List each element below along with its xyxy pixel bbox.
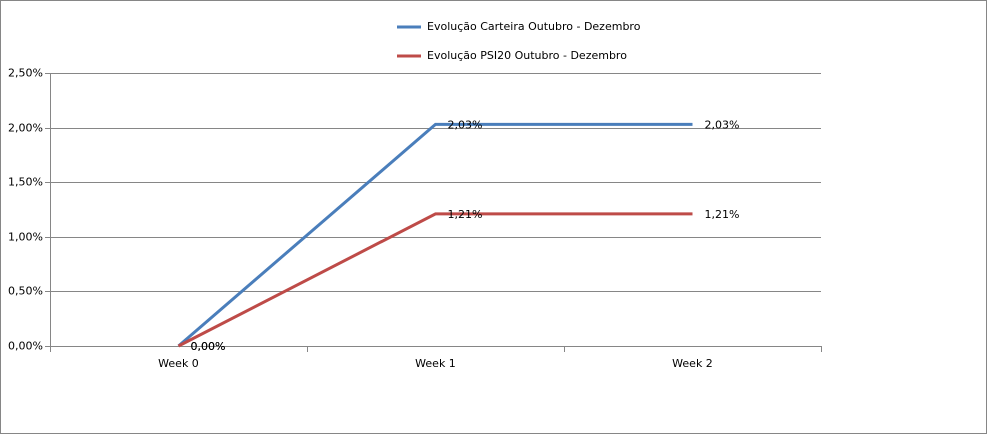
x-tick-label: Week 2 xyxy=(672,357,713,370)
x-tick-label: Week 0 xyxy=(158,357,199,370)
data-label: 0,00% xyxy=(191,340,226,353)
line-series xyxy=(177,212,693,348)
x-tick-label: Week 1 xyxy=(415,357,456,370)
y-tick-label: 1,50% xyxy=(8,176,43,189)
y-tick-label: 0,50% xyxy=(8,285,43,298)
y-tick-label: 1,00% xyxy=(8,231,43,244)
data-label: 2,03% xyxy=(705,118,740,131)
data-label: 1,21% xyxy=(705,208,740,221)
data-label: 1,21% xyxy=(448,208,483,221)
y-tick-label: 2,50% xyxy=(8,67,43,80)
data-label: 0,00% xyxy=(191,340,226,353)
y-tick-label: 2,00% xyxy=(8,122,43,135)
y-tick-label: 0,00% xyxy=(8,340,43,353)
data-label: 2,03% xyxy=(448,118,483,131)
legend-label: Evolução PSI20 Outubro - Dezembro xyxy=(427,49,627,62)
line-series xyxy=(177,122,693,348)
legend-label: Evolução Carteira Outubro - Dezembro xyxy=(427,20,641,33)
